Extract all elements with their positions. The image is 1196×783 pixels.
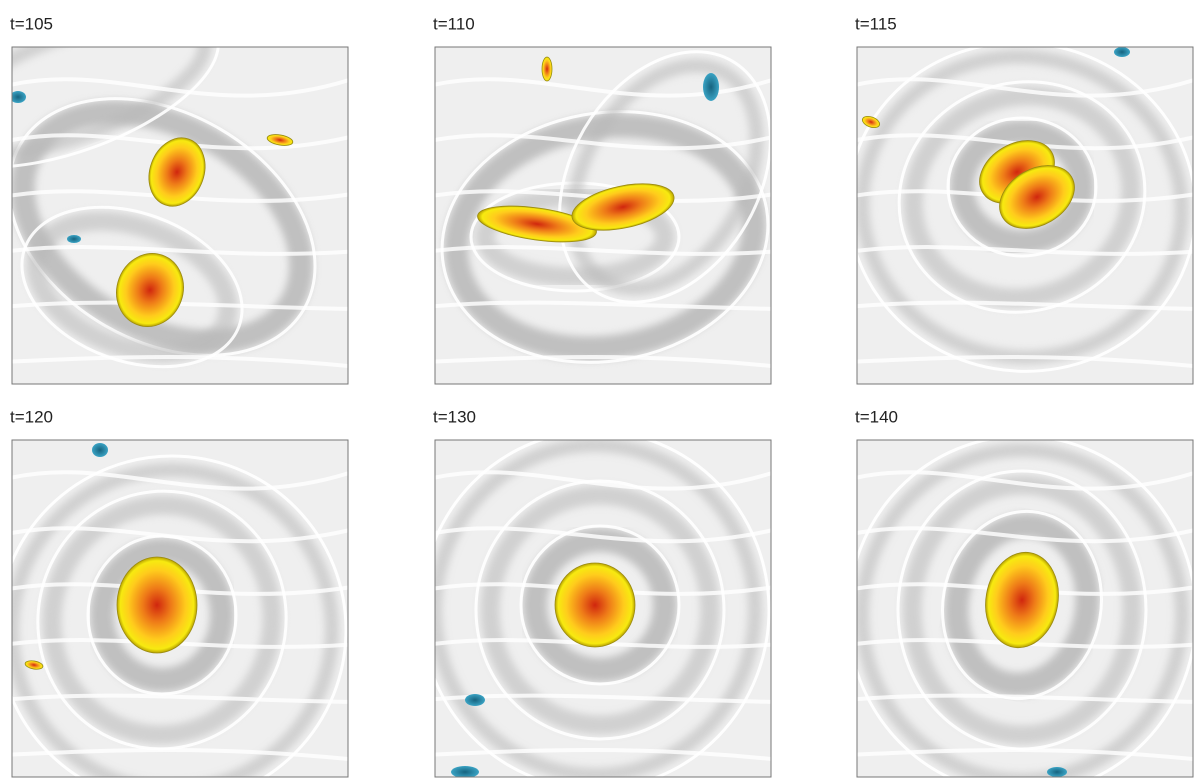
field — [421, 431, 781, 778]
snapshot — [422, 14, 813, 388]
anticyclone — [451, 766, 479, 778]
field — [0, 440, 358, 778]
snapshot — [822, 15, 1196, 398]
panel-label: t=110 — [433, 14, 475, 33]
snapshot — [0, 0, 361, 408]
anticyclone — [1047, 767, 1067, 777]
panel-label: t=105 — [10, 14, 53, 33]
vortex-core — [117, 557, 197, 653]
field — [422, 14, 813, 388]
vortex-core — [555, 563, 635, 647]
vortex-core — [542, 57, 552, 81]
field — [822, 15, 1196, 398]
anticyclone — [465, 694, 485, 706]
field — [847, 436, 1196, 778]
snapshot — [421, 431, 781, 778]
snapshot — [847, 436, 1196, 778]
panel-label: t=140 — [855, 407, 898, 426]
panel-label: t=120 — [10, 407, 53, 426]
snapshot — [0, 440, 358, 778]
field — [0, 0, 361, 408]
anticyclone — [703, 73, 719, 101]
anticyclone — [67, 235, 81, 243]
anticyclone — [92, 443, 108, 457]
panel-label: t=130 — [433, 407, 476, 426]
panel-label: t=115 — [855, 14, 897, 33]
anticyclone — [1114, 47, 1130, 57]
figure: t=105 t=110 t=115 t=120 t=130 t=140 — [0, 0, 1196, 778]
